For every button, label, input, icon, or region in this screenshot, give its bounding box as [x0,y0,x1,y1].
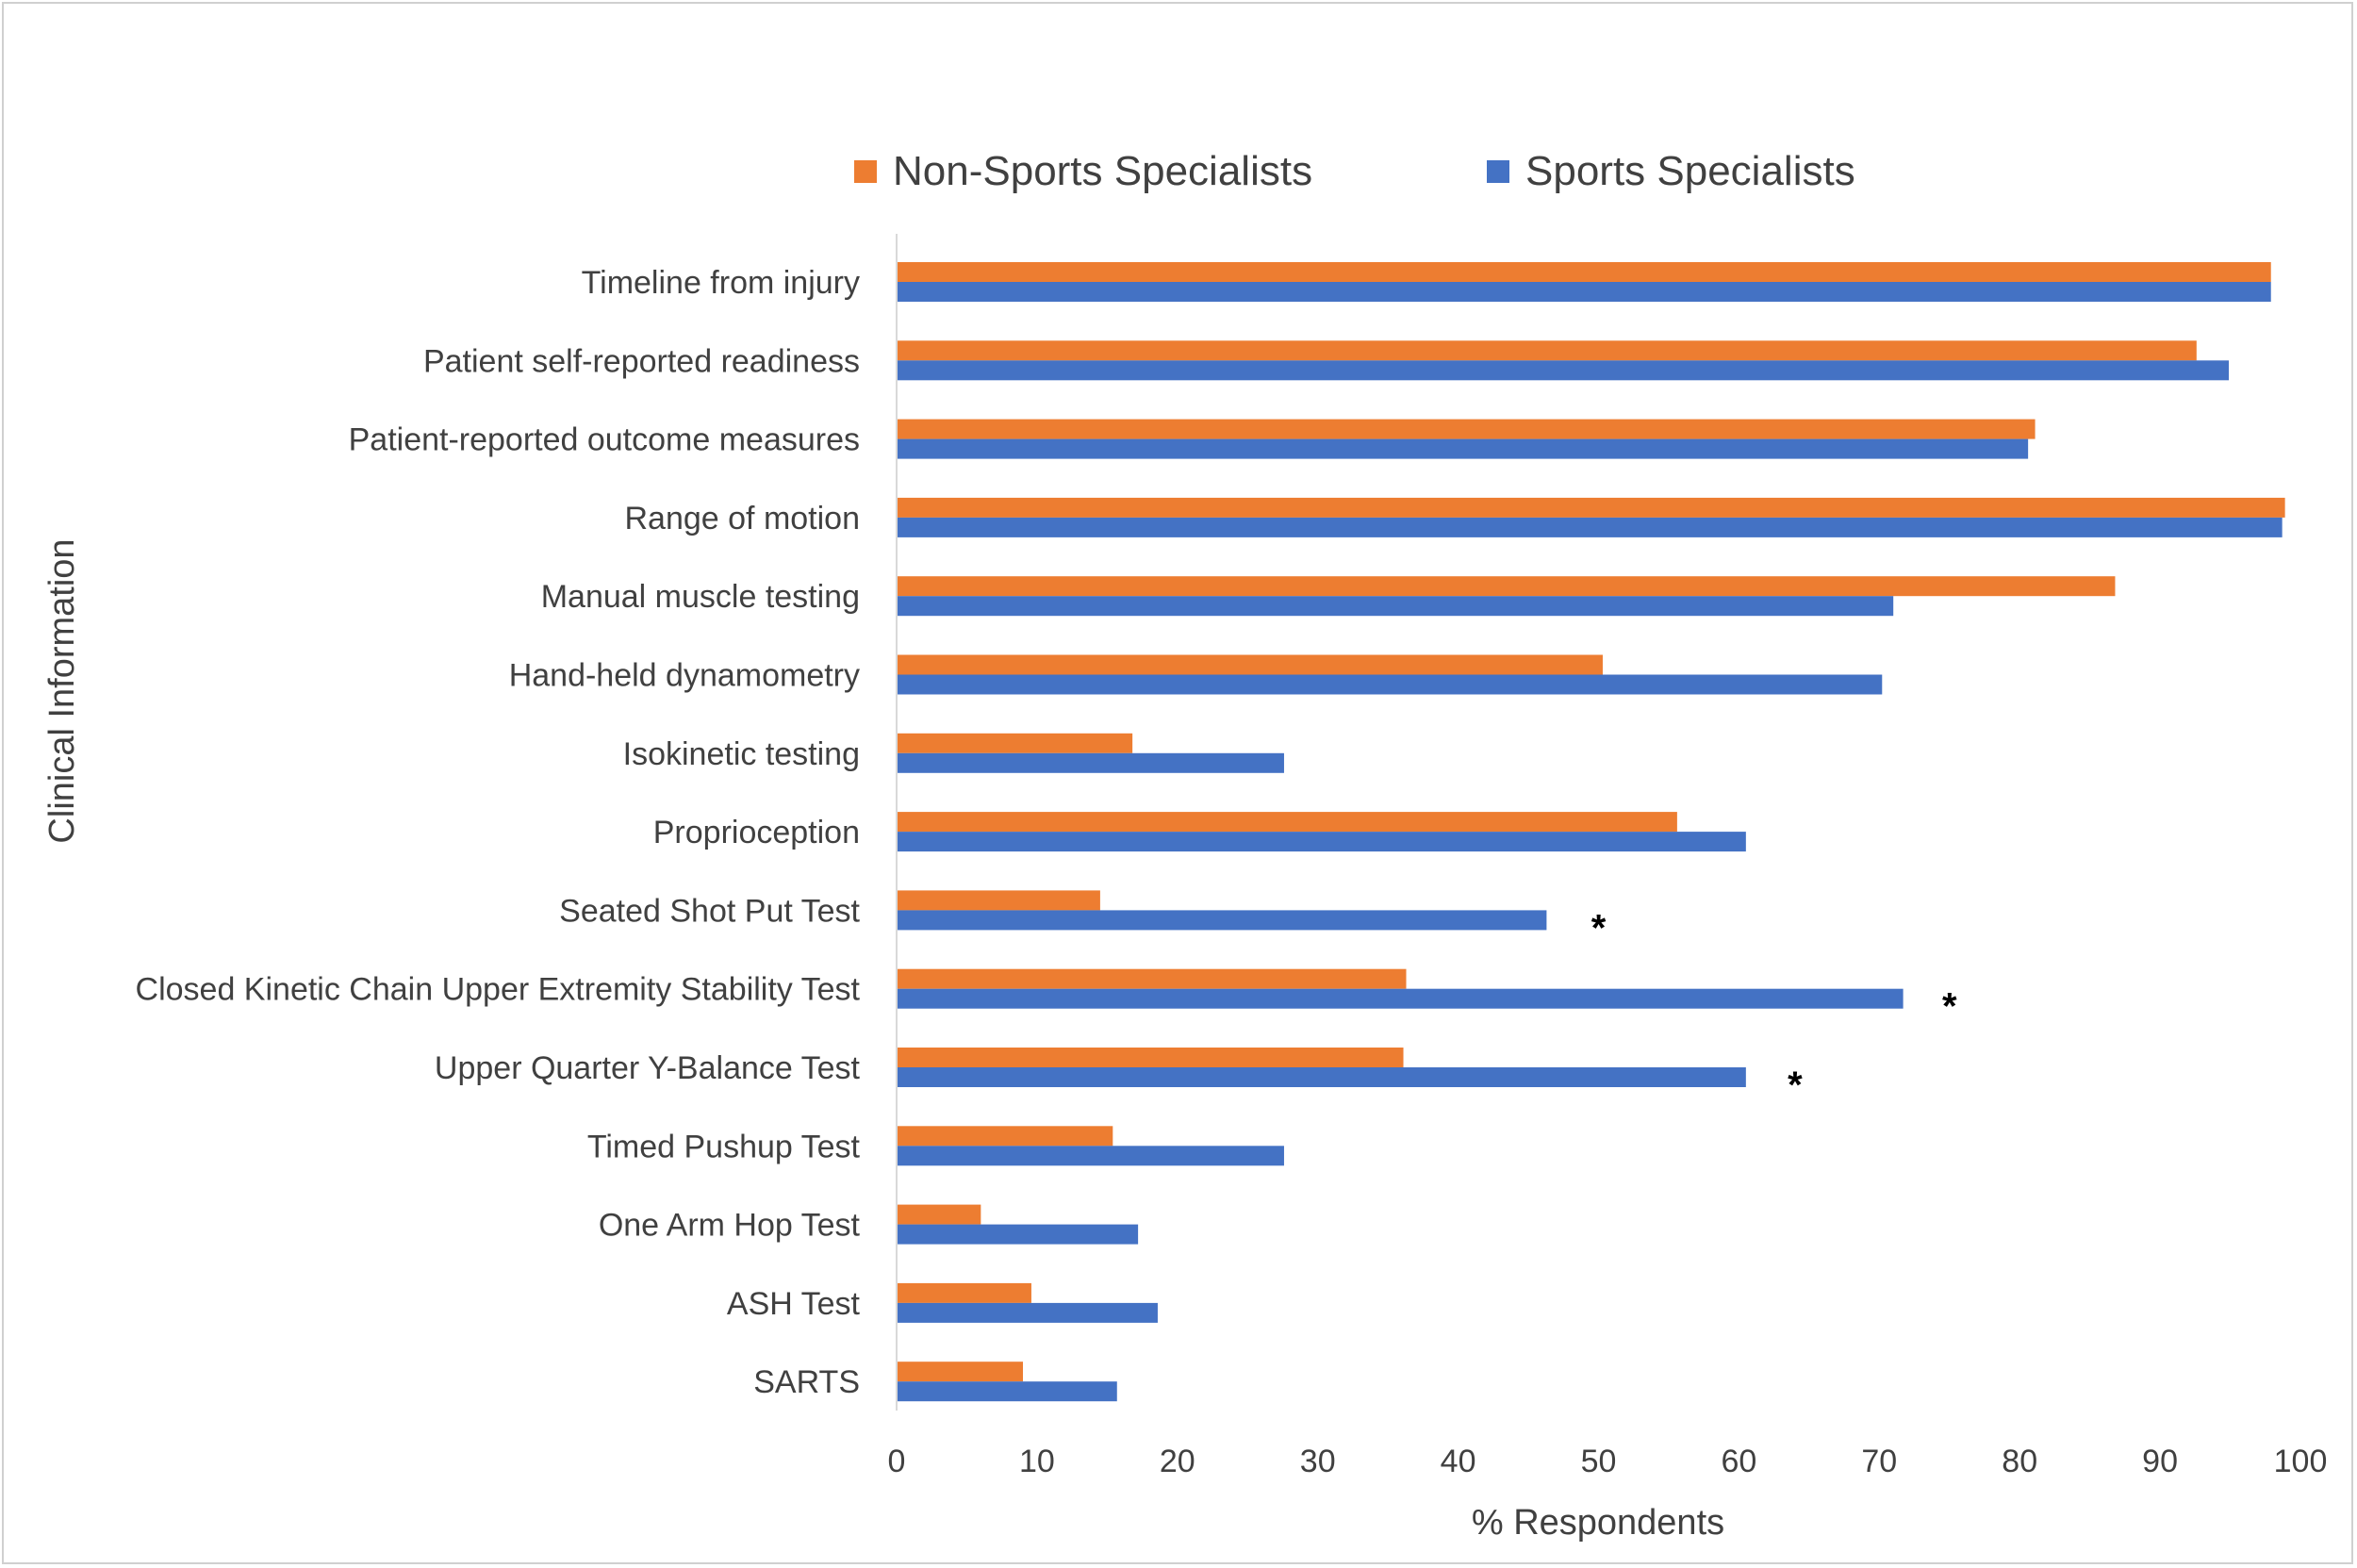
category-label-4: Manual muscle testing [541,579,860,615]
bar-sports-0 [897,282,2271,302]
bar-sports-1 [897,360,2230,381]
category-label-2: Patient-reported outcome measures [349,422,860,458]
bar-sports-4 [897,596,1894,617]
bar-sports-6 [897,752,1284,773]
category-label-1: Patient self-reported readiness [423,343,860,379]
bar-sports-2 [897,438,2029,459]
x-tick-label-0: 0 [888,1444,906,1479]
bar-non-sports-11 [897,1126,1113,1147]
bar-sports-14 [897,1381,1117,1402]
bar-sports-9 [897,988,1904,1009]
category-label-10: Upper Quarter Y-Balance Test [435,1050,861,1086]
bar-sports-7 [897,832,1746,852]
bar-non-sports-12 [897,1204,981,1225]
bar-non-sports-6 [897,733,1133,753]
category-label-9: Closed Kinetic Chain Upper Extremity Sta… [136,972,861,1008]
significance-annotations: * * * [1591,907,1957,1106]
x-tick-label-3: 30 [1300,1444,1336,1479]
significance-mark-2: * [1788,1065,1803,1106]
x-tick-label-2: 20 [1160,1444,1195,1479]
legend: Non-Sports Specialists Sports Specialists [854,148,1855,194]
x-tick-label-6: 60 [1721,1444,1756,1479]
category-label-8: Seated Shot Put Test [559,893,860,929]
bar-non-sports-7 [897,812,1677,833]
legend-swatch-sports [1487,160,1509,183]
bar-non-sports-1 [897,340,2197,361]
bar-non-sports-14 [897,1362,1024,1382]
bar-non-sports-9 [897,968,1407,989]
bar-non-sports-5 [897,654,1603,675]
legend-swatch-non-sports [854,160,877,183]
bar-sports-11 [897,1146,1284,1166]
bar-non-sports-2 [897,419,2036,439]
x-tick-label-9: 90 [2142,1444,2178,1479]
bar-sports-13 [897,1302,1158,1323]
x-tick-label-1: 10 [1019,1444,1055,1479]
legend-label-non-sports: Non-Sports Specialists [893,148,1312,194]
x-axis-title: % Respondents [1472,1503,1724,1543]
bar-non-sports-3 [897,497,2285,518]
x-tick-label-7: 70 [1861,1444,1897,1479]
bar-sports-12 [897,1224,1139,1245]
category-label-14: SARTS [753,1364,860,1400]
x-tick-label-8: 80 [2002,1444,2037,1479]
x-tick-label-10: 100 [2274,1444,2328,1479]
significance-mark-0: * [1591,907,1607,949]
category-label-0: Timeline from injury [582,265,860,301]
category-label-3: Range of motion [625,501,861,536]
significance-mark-1: * [1942,986,1957,1028]
x-tick-label-5: 50 [1581,1444,1617,1479]
category-label-6: Isokinetic testing [623,736,860,772]
x-tick-label-4: 40 [1441,1444,1476,1479]
bar-sports-5 [897,674,1883,695]
bar-sports-3 [897,517,2283,537]
bar-non-sports-10 [897,1048,1404,1067]
bar-sports-10 [897,1067,1746,1087]
legend-label-sports: Sports Specialists [1525,148,1855,194]
y-axis-title: Clinical Information [42,538,82,843]
bar-non-sports-0 [897,262,2271,282]
bar-non-sports-4 [897,576,2116,597]
category-label-5: Hand-held dynamometry [509,658,860,694]
bar-non-sports-13 [897,1282,1031,1303]
category-labels: Timeline from injury Patient self-reporte… [136,265,861,1400]
bar-sports-8 [897,910,1547,931]
category-label-13: ASH Test [727,1286,861,1322]
bar-non-sports-8 [897,890,1100,911]
x-tick-labels: 0 10 20 30 40 50 60 70 80 90 100 [888,1444,2328,1479]
bars-group [897,262,2285,1402]
category-label-7: Proprioception [653,815,860,850]
category-label-11: Timed Pushup Test [587,1129,861,1164]
category-label-12: One Arm Hop Test [599,1208,861,1244]
